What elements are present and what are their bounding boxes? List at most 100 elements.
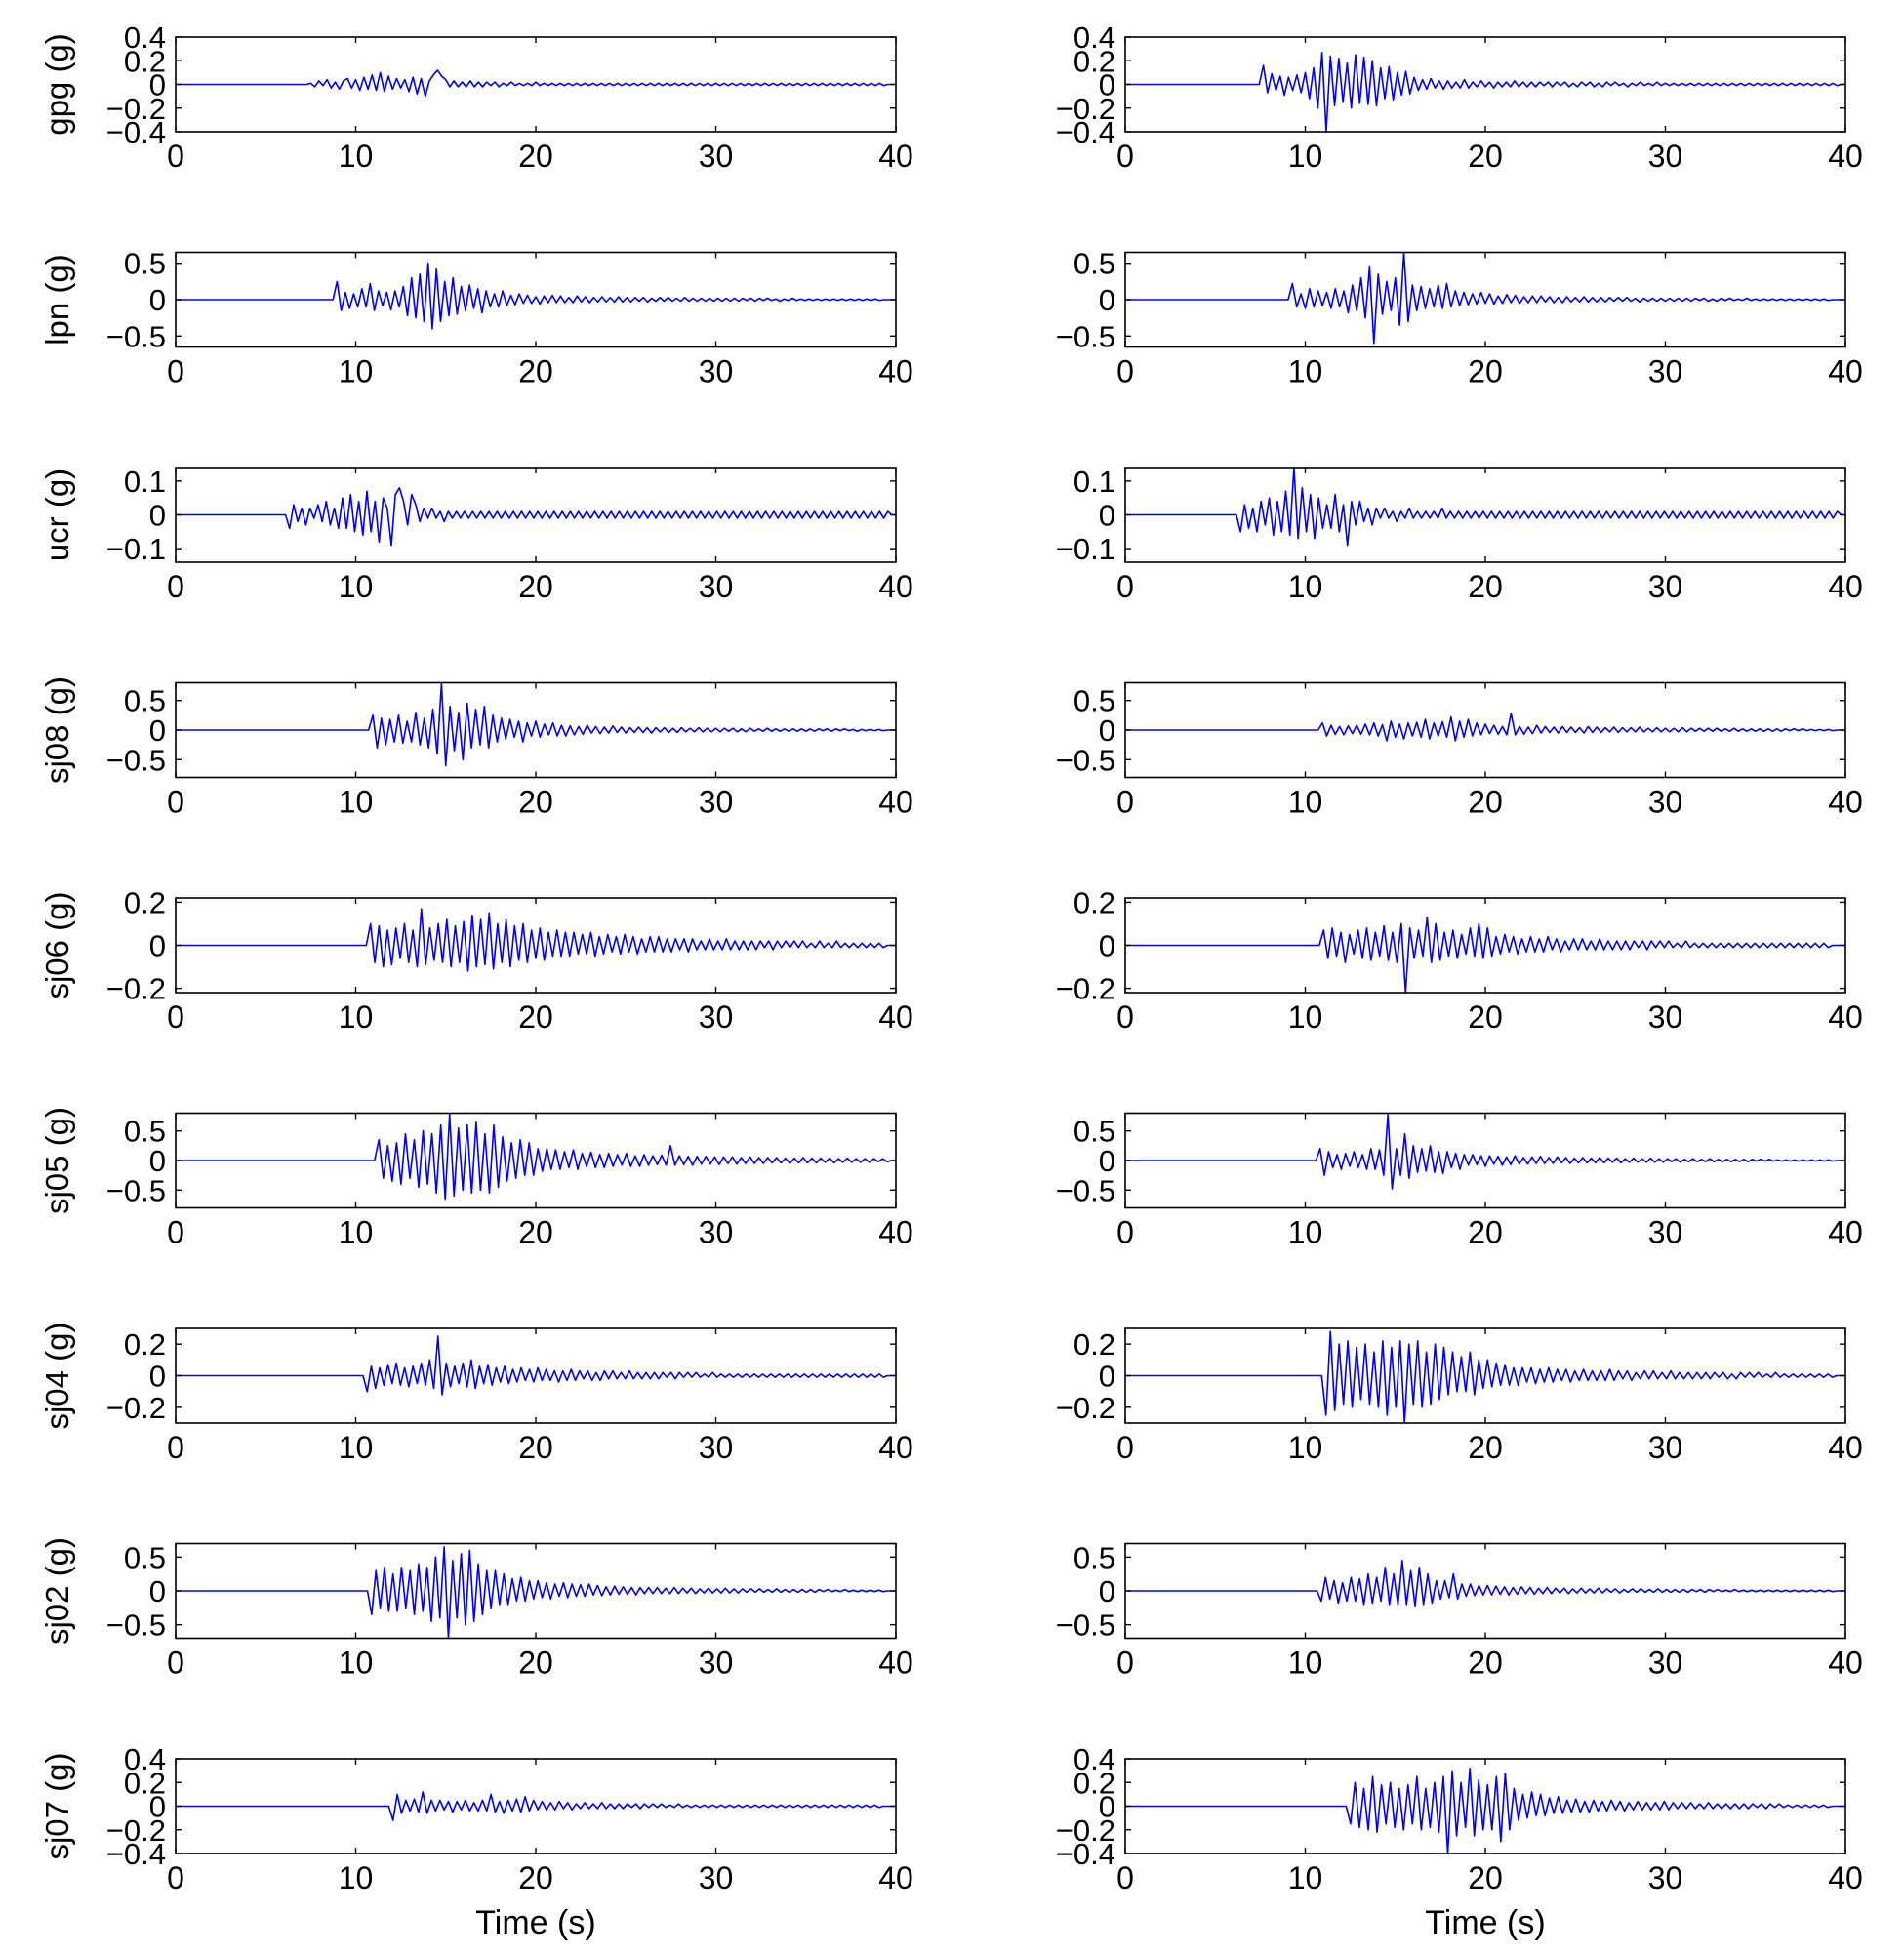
x-tick-label: 20 xyxy=(1468,1215,1503,1250)
x-tick-label: 30 xyxy=(699,1430,734,1465)
y-tick-label: 0 xyxy=(149,929,166,963)
y-tick-label: 0 xyxy=(1099,929,1115,963)
x-tick-label: 0 xyxy=(167,1860,184,1895)
x-tick-label: 10 xyxy=(1288,1215,1323,1250)
y-tick-label: −0.4 xyxy=(106,115,166,149)
x-tick-label: 40 xyxy=(1828,139,1863,174)
x-tick-label: 30 xyxy=(699,1646,734,1681)
x-tick-label: 20 xyxy=(1468,1646,1503,1681)
x-axis-label: Time (s) xyxy=(1425,1904,1545,1941)
x-tick-label: 20 xyxy=(1468,569,1503,604)
y-tick-label: 0 xyxy=(1099,499,1115,533)
waveform-line xyxy=(176,262,896,330)
x-tick-label: 10 xyxy=(339,1860,374,1895)
x-tick-label: 0 xyxy=(167,1430,184,1465)
y-tick-label: −0.4 xyxy=(1056,115,1115,149)
y-tick-label: −0.2 xyxy=(1056,92,1115,126)
waveform-line xyxy=(1125,1330,1845,1424)
x-tick-label: 10 xyxy=(1288,139,1323,174)
x-tick-label: 30 xyxy=(699,354,734,389)
x-tick-label: 10 xyxy=(339,1215,374,1250)
waveform-line xyxy=(1125,251,1845,345)
x-tick-label: 20 xyxy=(1468,785,1503,820)
x-tick-label: 30 xyxy=(1648,999,1683,1035)
x-tick-label: 10 xyxy=(1288,1430,1323,1465)
y-tick-label: 0.4 xyxy=(124,1742,166,1776)
y-tick-label: 0 xyxy=(149,499,166,533)
chart-panel-16: 0 10 20 30 40−0.500.5 xyxy=(1056,1540,1863,1680)
y-tick-label: −0.4 xyxy=(106,1837,166,1871)
x-tick-label: 20 xyxy=(1468,999,1503,1035)
y-axis-label: sj08 (g) xyxy=(39,676,75,784)
waveform-line xyxy=(1125,51,1845,133)
waveform-line xyxy=(1125,1113,1845,1190)
y-tick-label: 0.4 xyxy=(1074,20,1115,55)
x-tick-label: 40 xyxy=(878,785,913,820)
waveform-line xyxy=(176,1791,896,1821)
x-tick-label: 40 xyxy=(1828,354,1863,389)
y-tick-label: 0.2 xyxy=(124,885,166,919)
x-tick-label: 10 xyxy=(339,354,374,389)
waveform-line xyxy=(1125,713,1845,742)
x-tick-label: 10 xyxy=(1288,999,1323,1035)
y-tick-label: 0.5 xyxy=(124,684,166,718)
waveform-line xyxy=(176,1546,896,1640)
chart-panel-10: 0 10 20 30 40−0.200.2 xyxy=(1056,885,1863,1035)
x-tick-label: 30 xyxy=(1648,1430,1683,1465)
x-tick-label: 20 xyxy=(518,569,553,604)
chart-panel-8: 0 10 20 30 40−0.500.5 xyxy=(1056,681,1863,820)
y-tick-label: 0.5 xyxy=(1074,684,1115,718)
y-tick-label: 0.5 xyxy=(124,1115,166,1149)
x-tick-label: 40 xyxy=(1828,999,1863,1035)
chart-panel-4: 0 10 20 30 40−0.500.5 xyxy=(1056,247,1863,389)
x-tick-label: 20 xyxy=(518,1430,553,1465)
y-tick-label: 0.4 xyxy=(124,20,166,55)
waveform-line xyxy=(176,1335,896,1396)
y-tick-label: −0.1 xyxy=(1056,532,1115,566)
y-tick-label: 0.1 xyxy=(124,465,166,499)
x-tick-label: 20 xyxy=(518,1860,553,1895)
x-tick-label: 40 xyxy=(878,1430,913,1465)
y-axis-label: sj05 (g) xyxy=(39,1107,75,1214)
x-tick-label: 10 xyxy=(1288,1860,1323,1895)
x-tick-label: 30 xyxy=(1648,1215,1683,1250)
x-tick-label: 20 xyxy=(518,999,553,1035)
x-tick-label: 40 xyxy=(878,1215,913,1250)
x-tick-label: 0 xyxy=(167,569,184,604)
y-tick-label: −0.2 xyxy=(106,1813,166,1848)
waveform-line xyxy=(176,682,896,767)
x-tick-label: 30 xyxy=(699,569,734,604)
chart-panel-2: 0 10 20 30 40−0.4−0.200.20.4 xyxy=(1056,20,1863,174)
x-tick-label: 10 xyxy=(339,1646,374,1681)
y-tick-label: −0.5 xyxy=(1056,319,1115,353)
y-tick-label: 0.2 xyxy=(1074,1327,1115,1362)
x-tick-label: 20 xyxy=(1468,1860,1503,1895)
x-tick-label: 30 xyxy=(1648,785,1683,820)
x-tick-label: 0 xyxy=(1116,1646,1134,1681)
x-tick-label: 0 xyxy=(167,1646,184,1681)
y-tick-label: −0.5 xyxy=(1056,1173,1115,1207)
x-tick-label: 10 xyxy=(1288,569,1323,604)
x-tick-label: 40 xyxy=(1828,785,1863,820)
waveform-line xyxy=(176,486,896,547)
x-tick-label: 30 xyxy=(699,1215,734,1250)
y-tick-label: 0.2 xyxy=(124,44,166,78)
x-tick-label: 20 xyxy=(1468,1430,1503,1465)
waveform-line xyxy=(176,69,896,98)
x-tick-label: 10 xyxy=(339,785,374,820)
chart-panel-6: 0 10 20 30 40−0.100.1 xyxy=(1056,465,1863,604)
x-tick-label: 30 xyxy=(1648,1860,1683,1895)
y-tick-label: −0.4 xyxy=(1056,1837,1115,1871)
x-tick-label: 40 xyxy=(878,1860,913,1895)
x-tick-label: 30 xyxy=(699,785,734,820)
y-tick-label: 0 xyxy=(149,713,166,748)
y-tick-label: 0 xyxy=(149,1790,166,1824)
